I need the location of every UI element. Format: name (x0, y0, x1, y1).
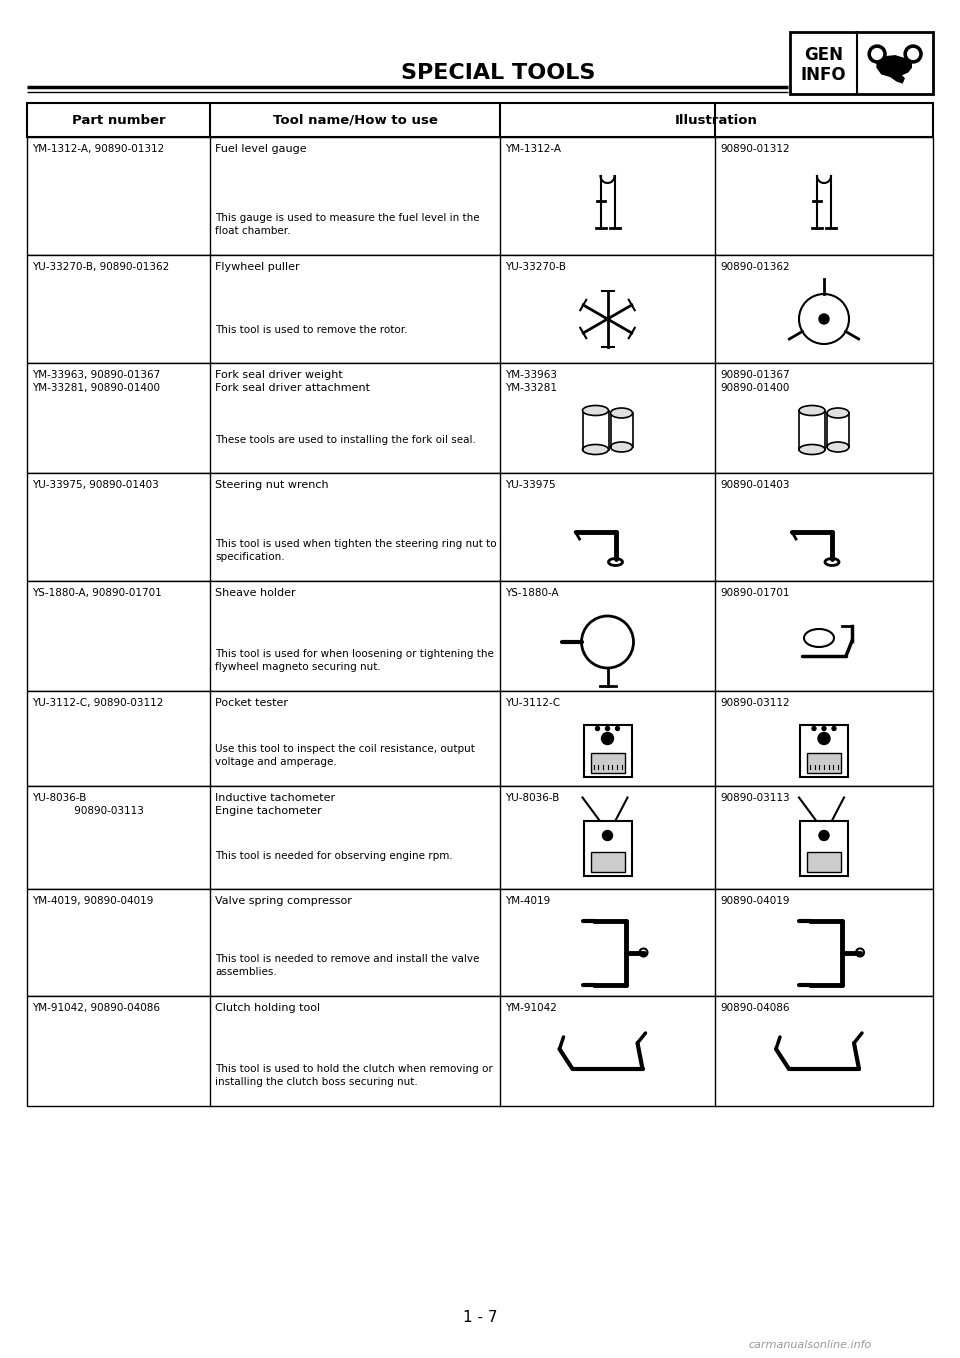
Text: YU-33270-B: YU-33270-B (505, 262, 566, 272)
Text: These tools are used to installing the fork oil seal.: These tools are used to installing the f… (215, 435, 476, 445)
Bar (27, 103, 933, 137)
Text: 90890-01403: 90890-01403 (720, 479, 789, 490)
Ellipse shape (799, 444, 825, 455)
Circle shape (595, 727, 599, 731)
Ellipse shape (827, 441, 849, 452)
Ellipse shape (799, 406, 825, 416)
Text: Inductive tachometer
Engine tachometer: Inductive tachometer Engine tachometer (215, 793, 335, 816)
Text: Valve spring compressor: Valve spring compressor (215, 896, 352, 906)
Bar (27, 363, 933, 473)
Text: 90890-04019: 90890-04019 (720, 896, 789, 906)
Text: Use this tool to inspect the coil resistance, output
voltage and amperage.: Use this tool to inspect the coil resist… (215, 744, 475, 767)
Text: Fork seal driver weight
Fork seal driver attachment: Fork seal driver weight Fork seal driver… (215, 369, 370, 394)
Text: Steering nut wrench: Steering nut wrench (215, 479, 328, 490)
Text: SPECIAL TOOLS: SPECIAL TOOLS (400, 62, 595, 83)
Text: 90890-03112: 90890-03112 (720, 698, 790, 708)
Bar (27, 137, 933, 255)
Text: YM-4019, 90890-04019: YM-4019, 90890-04019 (32, 896, 154, 906)
Text: YM-33963
YM-33281: YM-33963 YM-33281 (505, 369, 557, 394)
Bar (590, 752, 625, 773)
Circle shape (868, 45, 886, 62)
Text: YS-1880-A: YS-1880-A (505, 588, 559, 598)
Text: YM-91042: YM-91042 (505, 1004, 557, 1013)
Text: GEN: GEN (804, 46, 843, 64)
Circle shape (908, 49, 919, 60)
Bar (790, 33, 933, 94)
Polygon shape (877, 56, 911, 76)
Bar (27, 473, 933, 581)
Bar (27, 691, 933, 786)
Bar (807, 752, 841, 773)
Text: This gauge is used to measure the fuel level in the
float chamber.: This gauge is used to measure the fuel l… (215, 213, 480, 236)
Text: YM-4019: YM-4019 (505, 896, 550, 906)
Text: 90890-01701: 90890-01701 (720, 588, 789, 598)
Text: This tool is needed for observing engine rpm.: This tool is needed for observing engine… (215, 851, 453, 861)
Circle shape (812, 727, 816, 731)
Bar (807, 851, 841, 872)
Text: This tool is used to hold the clutch when removing or
installing the clutch boss: This tool is used to hold the clutch whe… (215, 1065, 492, 1088)
Text: YU-3112-C, 90890-03112: YU-3112-C, 90890-03112 (32, 698, 163, 708)
Circle shape (904, 45, 923, 62)
Circle shape (818, 732, 830, 744)
Text: YM-1312-A, 90890-01312: YM-1312-A, 90890-01312 (32, 144, 164, 153)
Text: Fuel level gauge: Fuel level gauge (215, 144, 306, 153)
Ellipse shape (611, 441, 633, 452)
Bar (27, 995, 933, 1105)
Circle shape (603, 831, 612, 841)
Text: Sheave holder: Sheave holder (215, 588, 296, 598)
Text: 90890-01312: 90890-01312 (720, 144, 790, 153)
Ellipse shape (827, 407, 849, 418)
Text: YU-8036-B: YU-8036-B (505, 793, 560, 803)
Text: 90890-01362: 90890-01362 (720, 262, 790, 272)
Bar (800, 725, 848, 777)
Bar (590, 851, 625, 872)
Text: carmanualsonline.info: carmanualsonline.info (749, 1340, 872, 1350)
Circle shape (822, 727, 826, 731)
Text: YU-8036-B
             90890-03113: YU-8036-B 90890-03113 (32, 793, 144, 816)
Text: This tool is used when tighten the steering ring nut to
specification.: This tool is used when tighten the steer… (215, 539, 496, 562)
Ellipse shape (583, 444, 609, 455)
Text: Clutch holding tool: Clutch holding tool (215, 1004, 320, 1013)
Text: YU-3112-C: YU-3112-C (505, 698, 560, 708)
Text: Tool name/How to use: Tool name/How to use (273, 114, 438, 126)
Bar (27, 786, 933, 889)
Text: YM-33963, 90890-01367
YM-33281, 90890-01400: YM-33963, 90890-01367 YM-33281, 90890-01… (32, 369, 160, 394)
Circle shape (832, 727, 836, 731)
Bar (27, 255, 933, 363)
Bar (584, 725, 632, 777)
Circle shape (819, 314, 829, 325)
Text: Pocket tester: Pocket tester (215, 698, 288, 708)
Bar (584, 820, 632, 876)
Text: INFO: INFO (801, 67, 847, 84)
Text: This tool is used to remove the rotor.: This tool is used to remove the rotor. (215, 325, 407, 335)
Text: YM-1312-A: YM-1312-A (505, 144, 561, 153)
Text: This tool is used for when loosening or tightening the
flywheel magneto securing: This tool is used for when loosening or … (215, 649, 493, 672)
Circle shape (872, 49, 882, 60)
Text: 90890-01367
90890-01400: 90890-01367 90890-01400 (720, 369, 790, 394)
Circle shape (615, 727, 619, 731)
Ellipse shape (611, 407, 633, 418)
Text: YU-33975, 90890-01403: YU-33975, 90890-01403 (32, 479, 158, 490)
Text: 90890-03113: 90890-03113 (720, 793, 790, 803)
Text: YU-33975: YU-33975 (505, 479, 556, 490)
Text: 1 - 7: 1 - 7 (463, 1310, 497, 1325)
Polygon shape (891, 72, 904, 83)
Text: YS-1880-A, 90890-01701: YS-1880-A, 90890-01701 (32, 588, 161, 598)
Text: Illustration: Illustration (675, 114, 758, 126)
Bar (27, 581, 933, 691)
Circle shape (819, 831, 829, 841)
Bar (800, 820, 848, 876)
Bar (27, 889, 933, 995)
Text: Part number: Part number (72, 114, 165, 126)
Text: YU-33270-B, 90890-01362: YU-33270-B, 90890-01362 (32, 262, 169, 272)
Text: YM-91042, 90890-04086: YM-91042, 90890-04086 (32, 1004, 160, 1013)
Text: Flywheel puller: Flywheel puller (215, 262, 300, 272)
Text: 90890-04086: 90890-04086 (720, 1004, 789, 1013)
Text: This tool is needed to remove and install the valve
assemblies.: This tool is needed to remove and instal… (215, 955, 479, 978)
Circle shape (606, 727, 610, 731)
Circle shape (602, 732, 613, 744)
Ellipse shape (583, 406, 609, 416)
